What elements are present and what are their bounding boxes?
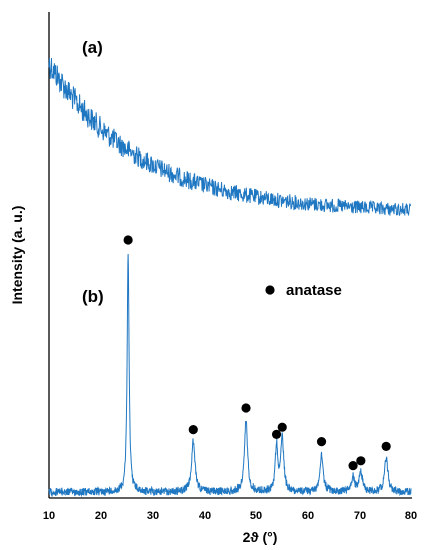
legend-marker-anatase xyxy=(265,285,275,295)
anatase-peak-marker xyxy=(188,425,198,435)
series-b-line xyxy=(48,254,412,498)
x-tick-label: 40 xyxy=(199,510,211,522)
y-axis-title: Intensity (a. u.) xyxy=(9,206,25,305)
x-axis-title: 2ϑ (°) xyxy=(243,529,278,545)
x-tick-label: 80 xyxy=(405,510,417,522)
anatase-peak-marker xyxy=(277,422,287,432)
x-tick-label: 70 xyxy=(354,510,366,522)
anatase-peak-marker xyxy=(348,461,358,471)
anatase-peak-marker xyxy=(381,441,391,451)
legend-label-anatase: anatase xyxy=(286,282,342,299)
anatase-peak-marker xyxy=(356,456,366,466)
anatase-peak-marker xyxy=(271,429,282,439)
anatase-peak-markers xyxy=(123,235,391,471)
panel-label-a: (a) xyxy=(82,38,103,57)
anatase-peak-marker xyxy=(241,403,251,413)
panel-label-b: (b) xyxy=(82,287,104,306)
x-tick-labels: 10 20 30 40 50 60 70 80 xyxy=(43,510,417,522)
x-tick-label: 10 xyxy=(43,510,55,522)
x-tick-label: 30 xyxy=(147,510,159,522)
series-a-line xyxy=(48,57,412,216)
x-tick-label: 60 xyxy=(302,510,314,522)
anatase-peak-marker xyxy=(123,235,133,245)
x-tick-label: 50 xyxy=(250,510,262,522)
x-tick-label: 20 xyxy=(95,510,107,522)
anatase-peak-marker xyxy=(316,437,327,447)
